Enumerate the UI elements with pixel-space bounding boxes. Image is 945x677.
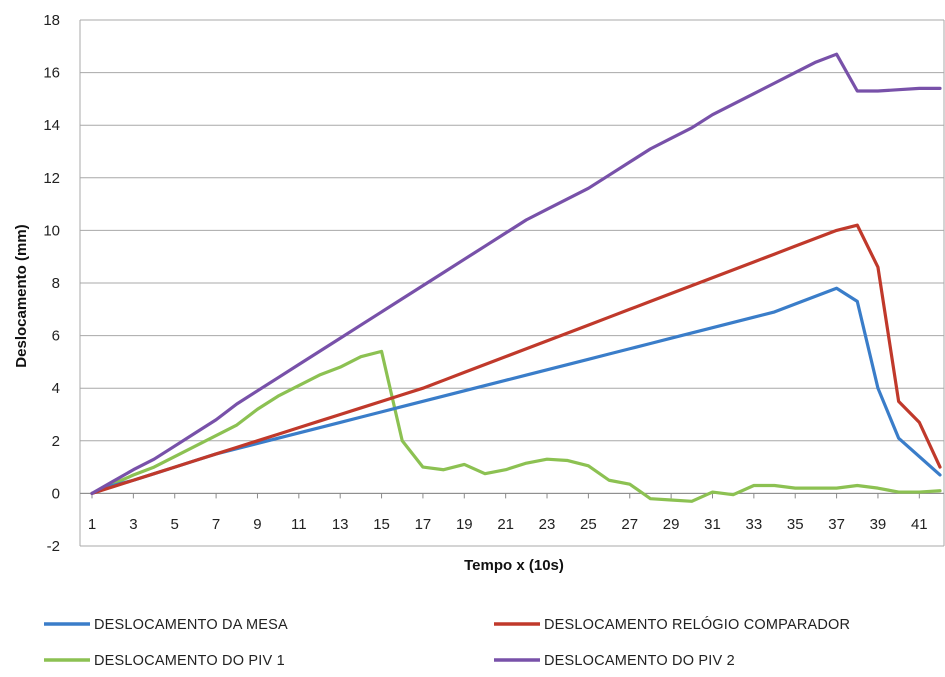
x-tick-label: 27 xyxy=(621,516,638,533)
x-tick-label: 31 xyxy=(704,516,721,533)
x-tick-label: 17 xyxy=(415,516,432,533)
x-axis-title: Tempo x (10s) xyxy=(464,557,564,574)
x-tick-label: 7 xyxy=(212,516,220,533)
x-tick-label: 1 xyxy=(88,516,96,533)
y-tick-label: 0 xyxy=(52,485,60,502)
series-line-2 xyxy=(90,223,942,495)
x-tick-label: 23 xyxy=(539,516,556,533)
y-tick-label: 16 xyxy=(43,65,60,82)
legend-label: DESLOCAMENTO DO PIV 2 xyxy=(544,653,735,669)
legend-label: DESLOCAMENTO RELÓGIO COMPARADOR xyxy=(544,616,850,633)
y-tick-label: 14 xyxy=(43,117,60,134)
series-line-3 xyxy=(90,349,942,503)
y-tick-label: 6 xyxy=(52,328,60,345)
legend-label: DESLOCAMENTO DO PIV 1 xyxy=(94,653,285,669)
x-tick-label: 37 xyxy=(828,516,845,533)
legend: DESLOCAMENTO DA MESA DESLOCAMENTO RELÓGIO… xyxy=(44,616,850,669)
y-tick-label: 4 xyxy=(52,380,60,397)
y-tick-label: 8 xyxy=(52,275,60,292)
x-tick-label: 15 xyxy=(373,516,390,533)
x-tick-label: 11 xyxy=(291,516,307,533)
series-lines xyxy=(90,52,942,503)
y-axis-ticks: -2 0 2 4 6 8 10 12 14 16 18 xyxy=(43,12,60,555)
x-tick-label: 35 xyxy=(787,516,804,533)
x-tick-label: 3 xyxy=(129,516,137,533)
y-tick-label: 10 xyxy=(43,222,60,239)
x-tick-label: 21 xyxy=(497,516,514,533)
y-tick-label: 2 xyxy=(52,433,60,450)
y-tick-label: 12 xyxy=(43,170,60,187)
x-tick-label: 5 xyxy=(171,516,179,533)
legend-label: DESLOCAMENTO DA MESA xyxy=(94,617,288,633)
x-tick-label: 33 xyxy=(746,516,763,533)
x-tick-label: 39 xyxy=(870,516,887,533)
y-tick-label: -2 xyxy=(47,538,60,555)
y-axis-title: Deslocamento (mm) xyxy=(13,224,30,367)
series-line-1 xyxy=(90,286,942,495)
plot-area xyxy=(79,20,945,546)
x-tick-label: 9 xyxy=(253,516,261,533)
x-tick-label: 13 xyxy=(332,516,349,533)
x-tick-label: 29 xyxy=(663,516,680,533)
x-axis-ticks: 1 3 5 7 9 11 13 15 17 19 21 23 25 27 29 31 33 35 37 39 41 xyxy=(88,493,928,533)
x-tick-label: 41 xyxy=(911,516,928,533)
x-tick-label: 19 xyxy=(456,516,473,533)
series-line-4 xyxy=(90,52,942,495)
x-tick-label: 25 xyxy=(580,516,597,533)
y-tick-label: 18 xyxy=(43,12,60,29)
